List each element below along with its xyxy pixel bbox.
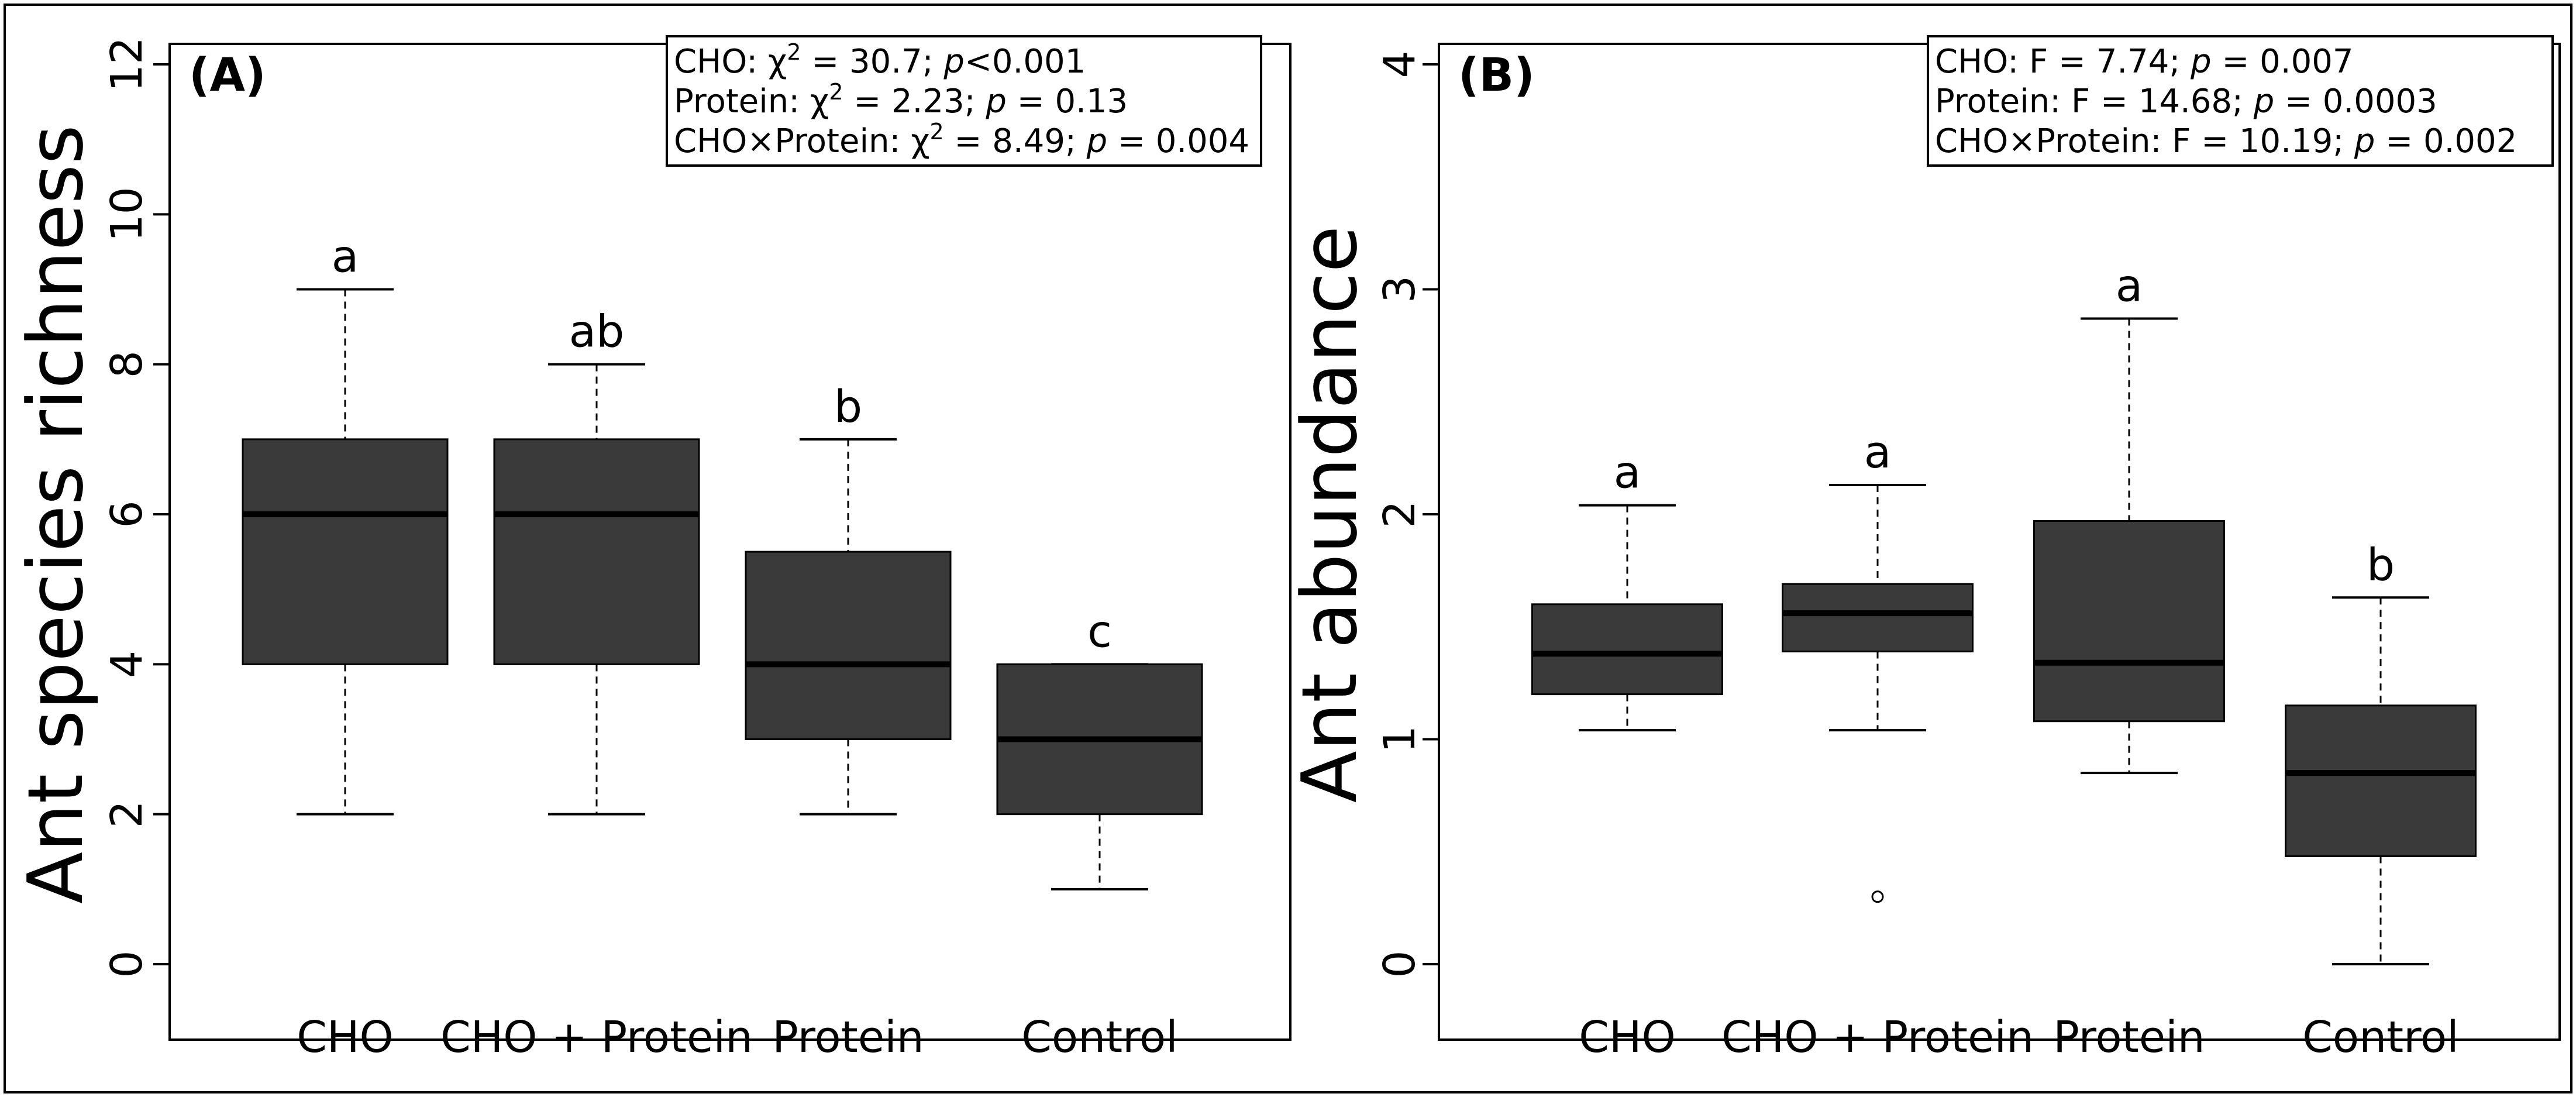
stats-p-value: <0.001 [965, 43, 1086, 81]
stats-p-value: = 0.004 [1107, 122, 1249, 160]
figure-border [4, 4, 2572, 1093]
significance-letter: a [2116, 259, 2143, 311]
box-body [1531, 603, 1723, 696]
stats-line: CHO×Protein: χ2 = 8.49; p = 0.004 [674, 119, 1249, 160]
significance-letter: a [332, 231, 359, 283]
stats-p-symbol: p [2190, 43, 2212, 81]
y-axis-label: Ant species richness [11, 125, 100, 904]
stats-prefix: CHO×Protein: [1935, 122, 2172, 160]
box-group: a [242, 231, 449, 816]
stats-value: = 7.74; [2048, 43, 2191, 81]
stats-p-value: = 0.0003 [2274, 82, 2437, 121]
stats-line: Protein: F = 14.68; p = 0.0003 [1935, 82, 2437, 121]
x-category-label: CHO [1579, 1012, 1676, 1062]
stats-box [666, 35, 1262, 167]
box-body [1782, 583, 1974, 653]
stats-statistic: χ [810, 82, 829, 121]
stats-p-value: = 0.007 [2212, 43, 2354, 81]
box-group: c [996, 605, 1203, 890]
stats-value: = 30.7; [801, 43, 944, 81]
outlier-point [1871, 890, 1884, 903]
box-group: b [745, 380, 952, 816]
y-tick-label: 8 [102, 350, 152, 378]
significance-letter: ab [569, 305, 625, 357]
stats-p-symbol: p [2253, 82, 2275, 121]
stats-line: CHO: χ2 = 30.7; p<0.001 [674, 39, 1086, 81]
stats-prefix: CHO: [674, 43, 768, 81]
box-group: a [1531, 446, 1723, 732]
stats-p-value: = 0.002 [2375, 122, 2517, 160]
box-group: ab [493, 305, 700, 816]
box-body [2285, 704, 2477, 857]
y-tick-label: 6 [102, 500, 152, 528]
y-tick-label: 12 [102, 37, 152, 92]
stats-statistic: F [2071, 82, 2090, 121]
significance-letter: c [1087, 605, 1112, 657]
box-group: a [2033, 259, 2225, 775]
stats-line: CHO×Protein: F = 10.19; p = 0.002 [1935, 122, 2517, 160]
y-tick-label: 2 [1375, 500, 1425, 528]
stats-prefix: CHO: [1935, 43, 2029, 81]
stats-statistic: F [2172, 122, 2191, 160]
significance-letter: b [834, 380, 862, 432]
stats-box [1927, 35, 2554, 167]
box-body [2033, 520, 2225, 723]
box-group: a [1782, 426, 1974, 903]
stats-p-symbol: p [2354, 122, 2375, 160]
stats-superscript: 2 [930, 119, 944, 145]
x-category-label: Control [2302, 1012, 2459, 1062]
stats-value: = 2.23; [843, 82, 986, 121]
stats-superscript: 2 [787, 39, 801, 65]
significance-letter: a [1864, 426, 1892, 478]
y-tick-label: 0 [1375, 950, 1425, 978]
panel-label: (A) [189, 49, 266, 102]
stats-statistic: F [2029, 43, 2048, 81]
y-tick-label: 1 [1375, 725, 1425, 753]
box-group: b [2285, 538, 2477, 965]
box-body [493, 438, 700, 665]
stats-prefix: CHO×Protein: [674, 122, 911, 160]
y-tick-label: 3 [1375, 276, 1425, 303]
stats-p-symbol: p [943, 43, 965, 81]
stats-prefix: Protein: [674, 82, 810, 121]
box-body [745, 551, 952, 740]
y-tick-label: 4 [1375, 50, 1425, 78]
stats-statistic: χ [911, 122, 929, 160]
stats-value: = 8.49; [944, 122, 1087, 160]
significance-letter: b [2367, 538, 2395, 590]
box-body [242, 438, 449, 665]
y-tick-label: 4 [102, 651, 152, 678]
panel-b: 0 1 2 3 4 Ant abundance (B) CHO: F = 7.74; p = … [1285, 35, 2561, 1062]
stats-statistic: χ [768, 43, 787, 81]
x-category-label: CHO + Protein [440, 1012, 753, 1062]
x-category-label: Control [1021, 1012, 1178, 1062]
stats-value: = 10.19; [2191, 122, 2354, 160]
stats-p-value: = 0.13 [1007, 82, 1128, 121]
significance-letter: a [1614, 446, 1641, 498]
x-category-label: Protein [772, 1012, 924, 1062]
y-tick-label: 0 [102, 950, 152, 978]
stats-line: CHO: F = 7.74; p = 0.007 [1935, 43, 2353, 81]
stats-p-symbol: p [985, 82, 1007, 121]
y-axis-label: Ant abundance [1285, 226, 1374, 803]
panel-label: (B) [1458, 49, 1535, 102]
x-category-label: CHO [297, 1012, 394, 1062]
stats-value: = 14.68; [2090, 82, 2254, 121]
stats-superscript: 2 [829, 79, 843, 105]
stats-prefix: Protein: [1935, 82, 2071, 121]
y-tick-label: 10 [102, 187, 152, 242]
x-category-label: Protein [2053, 1012, 2205, 1062]
x-category-label: CHO + Protein [1721, 1012, 2034, 1062]
y-tick-label: 2 [102, 800, 152, 828]
stats-line: Protein: χ2 = 2.23; p = 0.13 [674, 79, 1128, 121]
stats-p-symbol: p [1086, 122, 1108, 160]
